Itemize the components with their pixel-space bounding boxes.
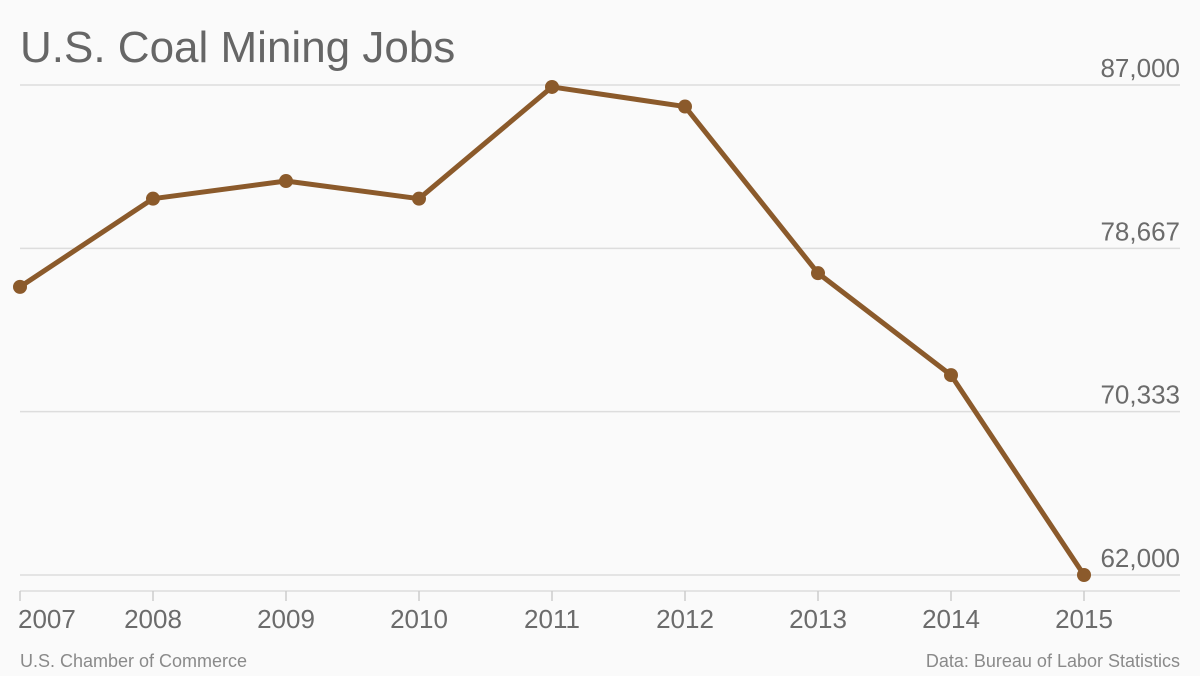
y-tick-label: 62,000 [1100,543,1180,573]
y-tick-label: 87,000 [1100,53,1180,83]
data-point [146,191,160,206]
data-point [1077,568,1091,582]
y-tick-label: 78,667 [1100,216,1180,246]
x-tick-label: 2009 [257,604,315,634]
gridlines [20,84,1180,576]
data-source: Data: Bureau of Labor Statistics [925,651,1180,671]
y-axis: 62,000 70,333 78,667 87,000 [1100,53,1180,573]
series-jobs [13,79,1091,582]
x-tick-label: 2007 [18,604,76,634]
chart-title: U.S. Coal Mining Jobs [20,23,456,72]
x-tick-label: 2014 [922,604,980,634]
x-tick-label: 2008 [124,604,182,634]
series-line [17,84,1087,578]
source-credit: U.S. Chamber of Commerce [20,651,248,671]
data-point [678,99,692,114]
x-axis [19,590,1180,601]
data-point [279,174,293,189]
x-tick-label: 2011 [524,604,580,634]
x-tick-labels: 2007 2008 2009 2010 2011 2012 2013 2014 2015 [18,604,1113,634]
data-point [412,191,426,206]
data-point [811,266,825,281]
x-tick-label: 2013 [789,604,847,634]
data-point [545,79,559,94]
data-point [13,279,27,294]
data-point [944,368,958,383]
y-tick-label: 70,333 [1100,380,1180,410]
x-tick-label: 2010 [390,604,448,634]
x-tick-label: 2015 [1055,604,1113,634]
x-tick-label: 2012 [656,604,714,634]
